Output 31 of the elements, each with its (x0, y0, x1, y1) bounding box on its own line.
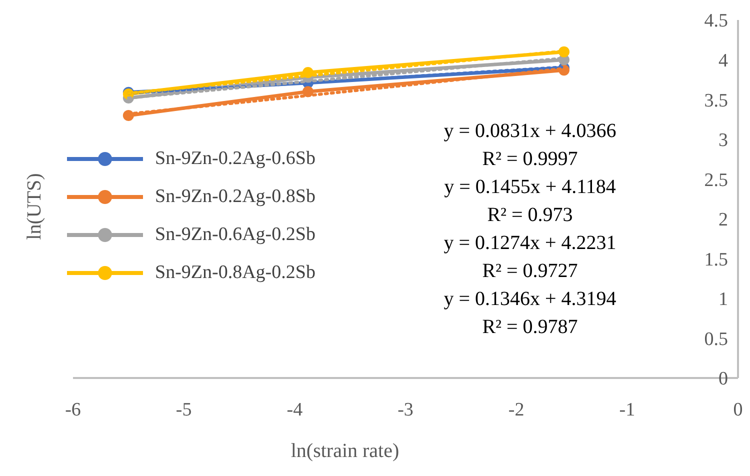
annotation: y = 0.1455x + 4.1184 (443, 176, 617, 199)
y-tick-label: 2 (718, 210, 728, 231)
annotation: R² = 0.973 (486, 204, 574, 227)
x-tick-label: -1 (619, 399, 636, 420)
y-tick-label: 3 (718, 130, 728, 152)
y-tick-label: 1.5 (704, 249, 728, 270)
y-axis-title: ln(UTS) (24, 172, 46, 242)
x-tick-label: -2 (508, 399, 524, 420)
y-tick-label: 0.5 (704, 328, 728, 350)
annotation: y = 0.1274x + 4.2231 (442, 232, 618, 255)
x-tick-label: -6 (65, 399, 81, 420)
legend-label: Sn-9Zn-0.2Ag-0.8Sb (155, 186, 316, 208)
x-tick-label: -3 (398, 399, 414, 420)
legend-label: Sn-9Zn-0.6Ag-0.2Sb (155, 224, 316, 246)
y-tick-label: 3.5 (704, 90, 728, 112)
annotation: R² = 0.9787 (481, 316, 579, 339)
x-tick-label: -5 (176, 399, 192, 420)
annotation: R² = 0.9727 (481, 260, 579, 283)
y-tick-label: 0 (718, 368, 728, 390)
y-tick-label: 4 (718, 50, 728, 72)
y-tick-label: 4.5 (704, 10, 728, 32)
y-tick-label: 1 (718, 289, 728, 310)
legend-label: Sn-9Zn-0.8Ag-0.2Sb (155, 262, 316, 284)
x-axis-title: ln(strain rate) (290, 440, 400, 463)
y-tick-label: 2.5 (704, 170, 728, 191)
x-tick-label: -4 (286, 399, 304, 420)
annotation: R² = 0.9997 (481, 148, 579, 171)
annotation: y = 0.1346x + 4.3194 (442, 288, 618, 311)
x-tick-label: 0 (733, 399, 743, 420)
annotation: y = 0.0831x + 4.0366 (442, 120, 618, 143)
legend-label: Sn-9Zn-0.2Ag-0.6Sb (155, 148, 316, 170)
